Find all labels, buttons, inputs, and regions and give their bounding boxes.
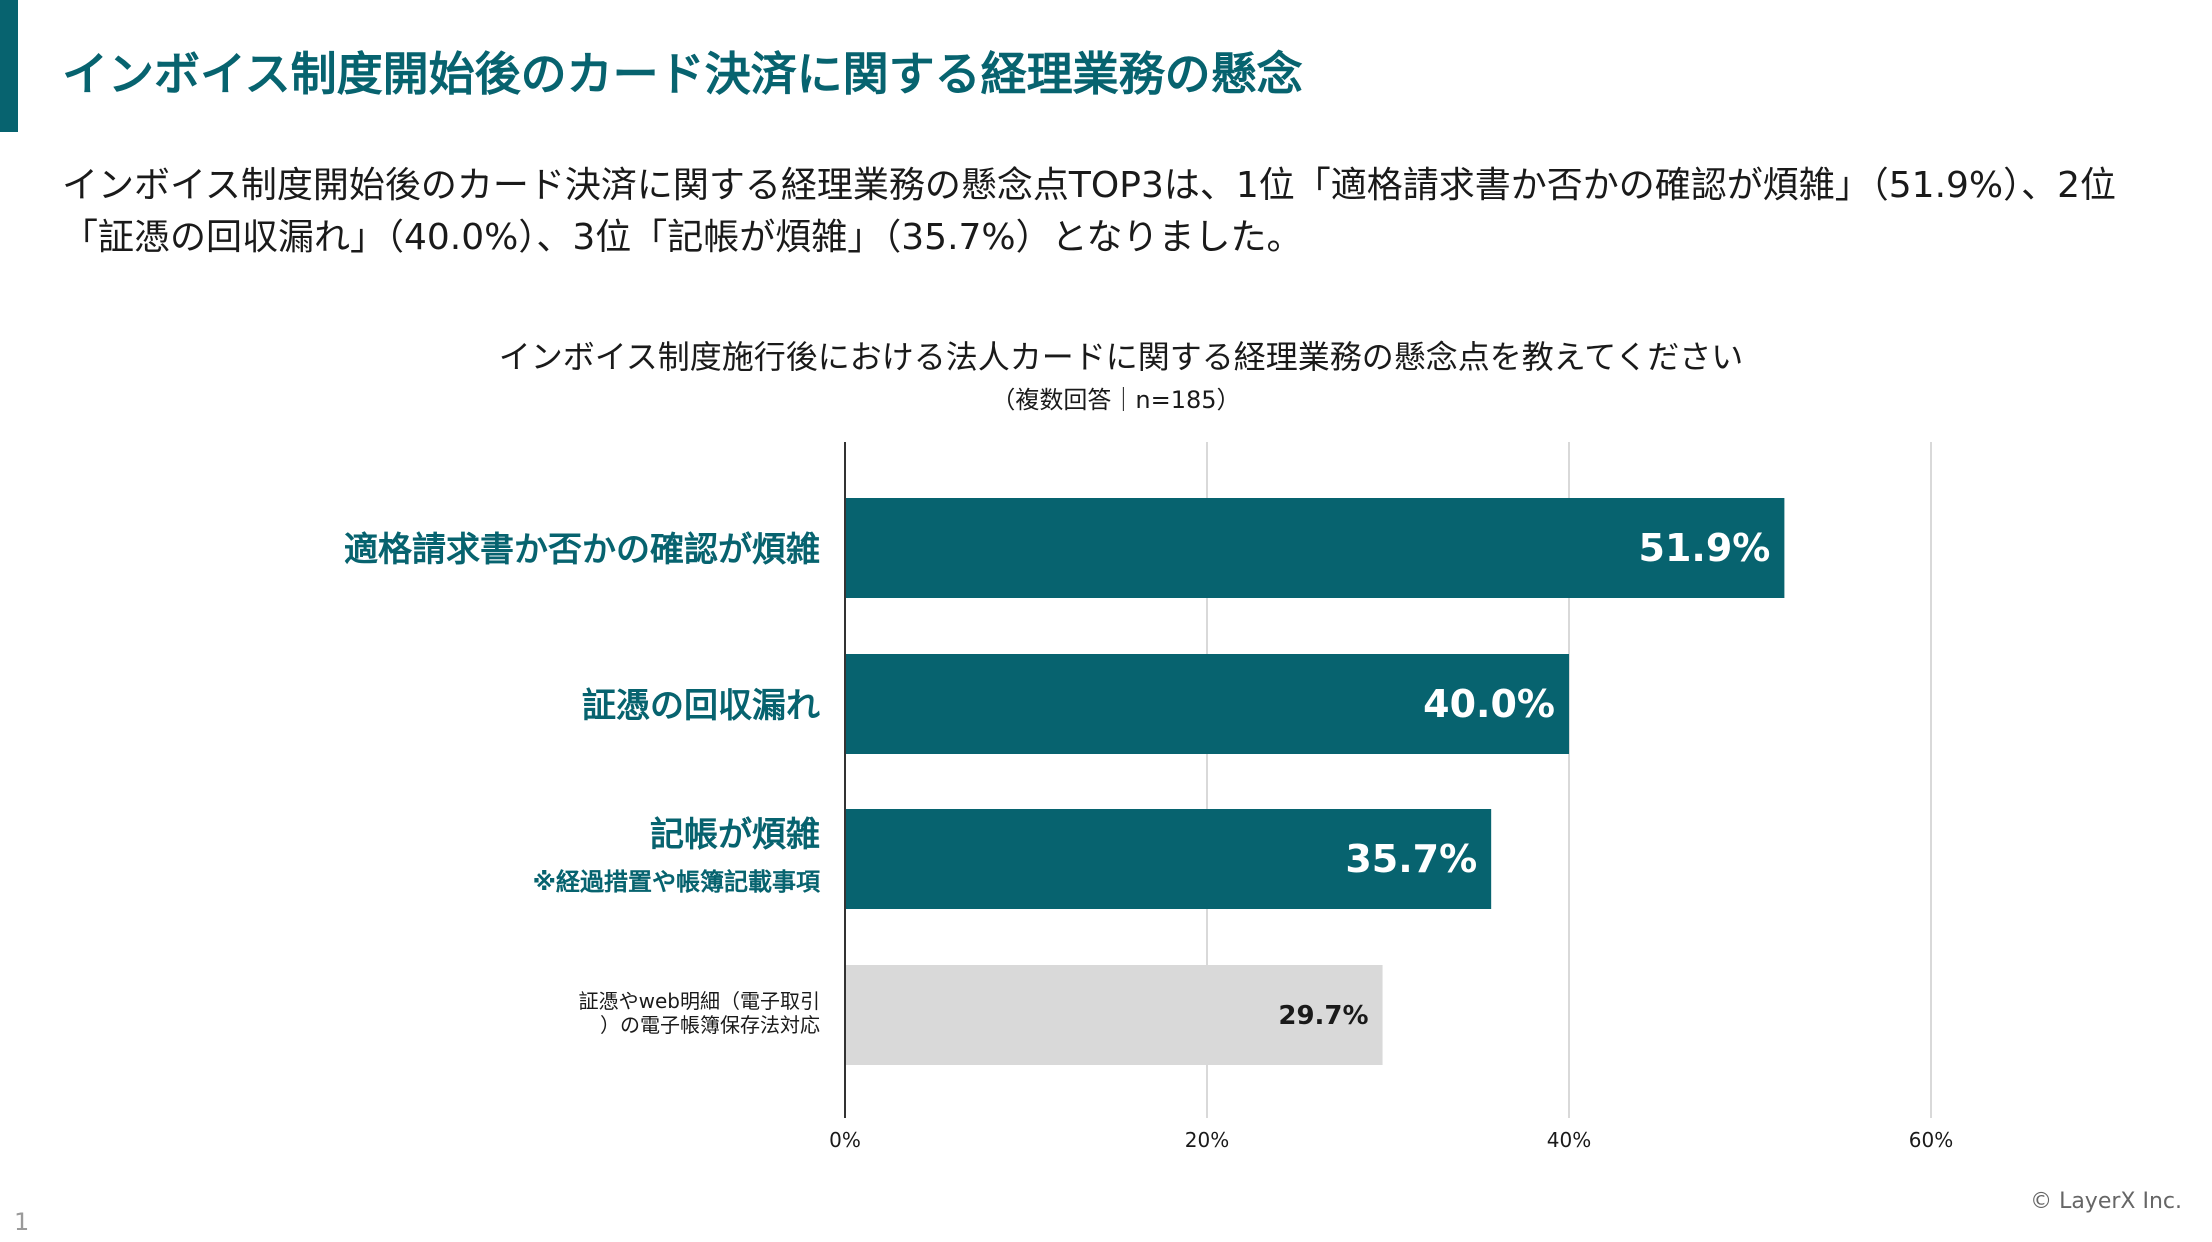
title-accent-bar	[0, 0, 18, 132]
category-label-0: 適格請求書か否かの確認が煩雑	[344, 522, 820, 571]
x-tick-label: 20%	[1185, 1128, 1229, 1152]
category-label-main: 適格請求書か否かの確認が煩雑	[344, 530, 820, 570]
category-label-line2: ）の電子帳簿保存法対応	[600, 1013, 820, 1037]
bar-value-label: 51.9%	[1639, 526, 1771, 570]
bar-2	[845, 809, 1492, 909]
x-tick-label: 60%	[1909, 1128, 1953, 1152]
x-tick-label: 0%	[829, 1128, 861, 1152]
bar-0	[845, 498, 1785, 598]
category-label-main: 記帳が煩雑	[650, 815, 820, 855]
summary-line-1: インボイス制度開始後のカード決済に関する経理業務の懸念点TOP3は、1位「適格請…	[62, 165, 2117, 206]
category-label-main: 証憑の回収漏れ	[582, 686, 820, 726]
page-number: 1	[14, 1208, 30, 1236]
bar-1	[845, 654, 1569, 754]
chart-subtitle: （複数回答｜n=185）	[991, 386, 1241, 414]
bar-value-label: 35.7%	[1345, 837, 1477, 881]
category-label-2: 記帳が煩雑 ※経過措置や帳簿記載事項	[533, 807, 820, 897]
bar-value-label: 29.7%	[1278, 1001, 1368, 1031]
slide-title: インボイス制度開始後のカード決済に関する経理業務の懸念	[62, 47, 1303, 101]
category-label-1: 証憑の回収漏れ	[582, 678, 820, 727]
bar-3	[845, 965, 1383, 1065]
category-label-3: 証憑やweb明細（電子取引 ）の電子帳簿保存法対応	[579, 989, 820, 1037]
bar-value-label: 40.0%	[1423, 682, 1555, 726]
category-label-line1: 証憑やweb明細（電子取引	[578, 989, 820, 1013]
x-tick-label: 40%	[1547, 1128, 1591, 1152]
summary-line-2: 「証憑の回収漏れ」（40.0%）、3位「記帳が煩雑」（35.7%）となりました。	[62, 217, 1303, 258]
copyright-text: © LayerX Inc.	[2030, 1189, 2182, 1214]
category-label-note: ※経過措置や帳簿記載事項	[532, 868, 820, 896]
chart-title: インボイス制度施行後における法人カードに関する経理業務の懸念点を教えてください	[498, 338, 1744, 376]
summary-text: インボイス制度開始後のカード決済に関する経理業務の懸念点TOP3は、1位「適格請…	[62, 160, 2152, 264]
